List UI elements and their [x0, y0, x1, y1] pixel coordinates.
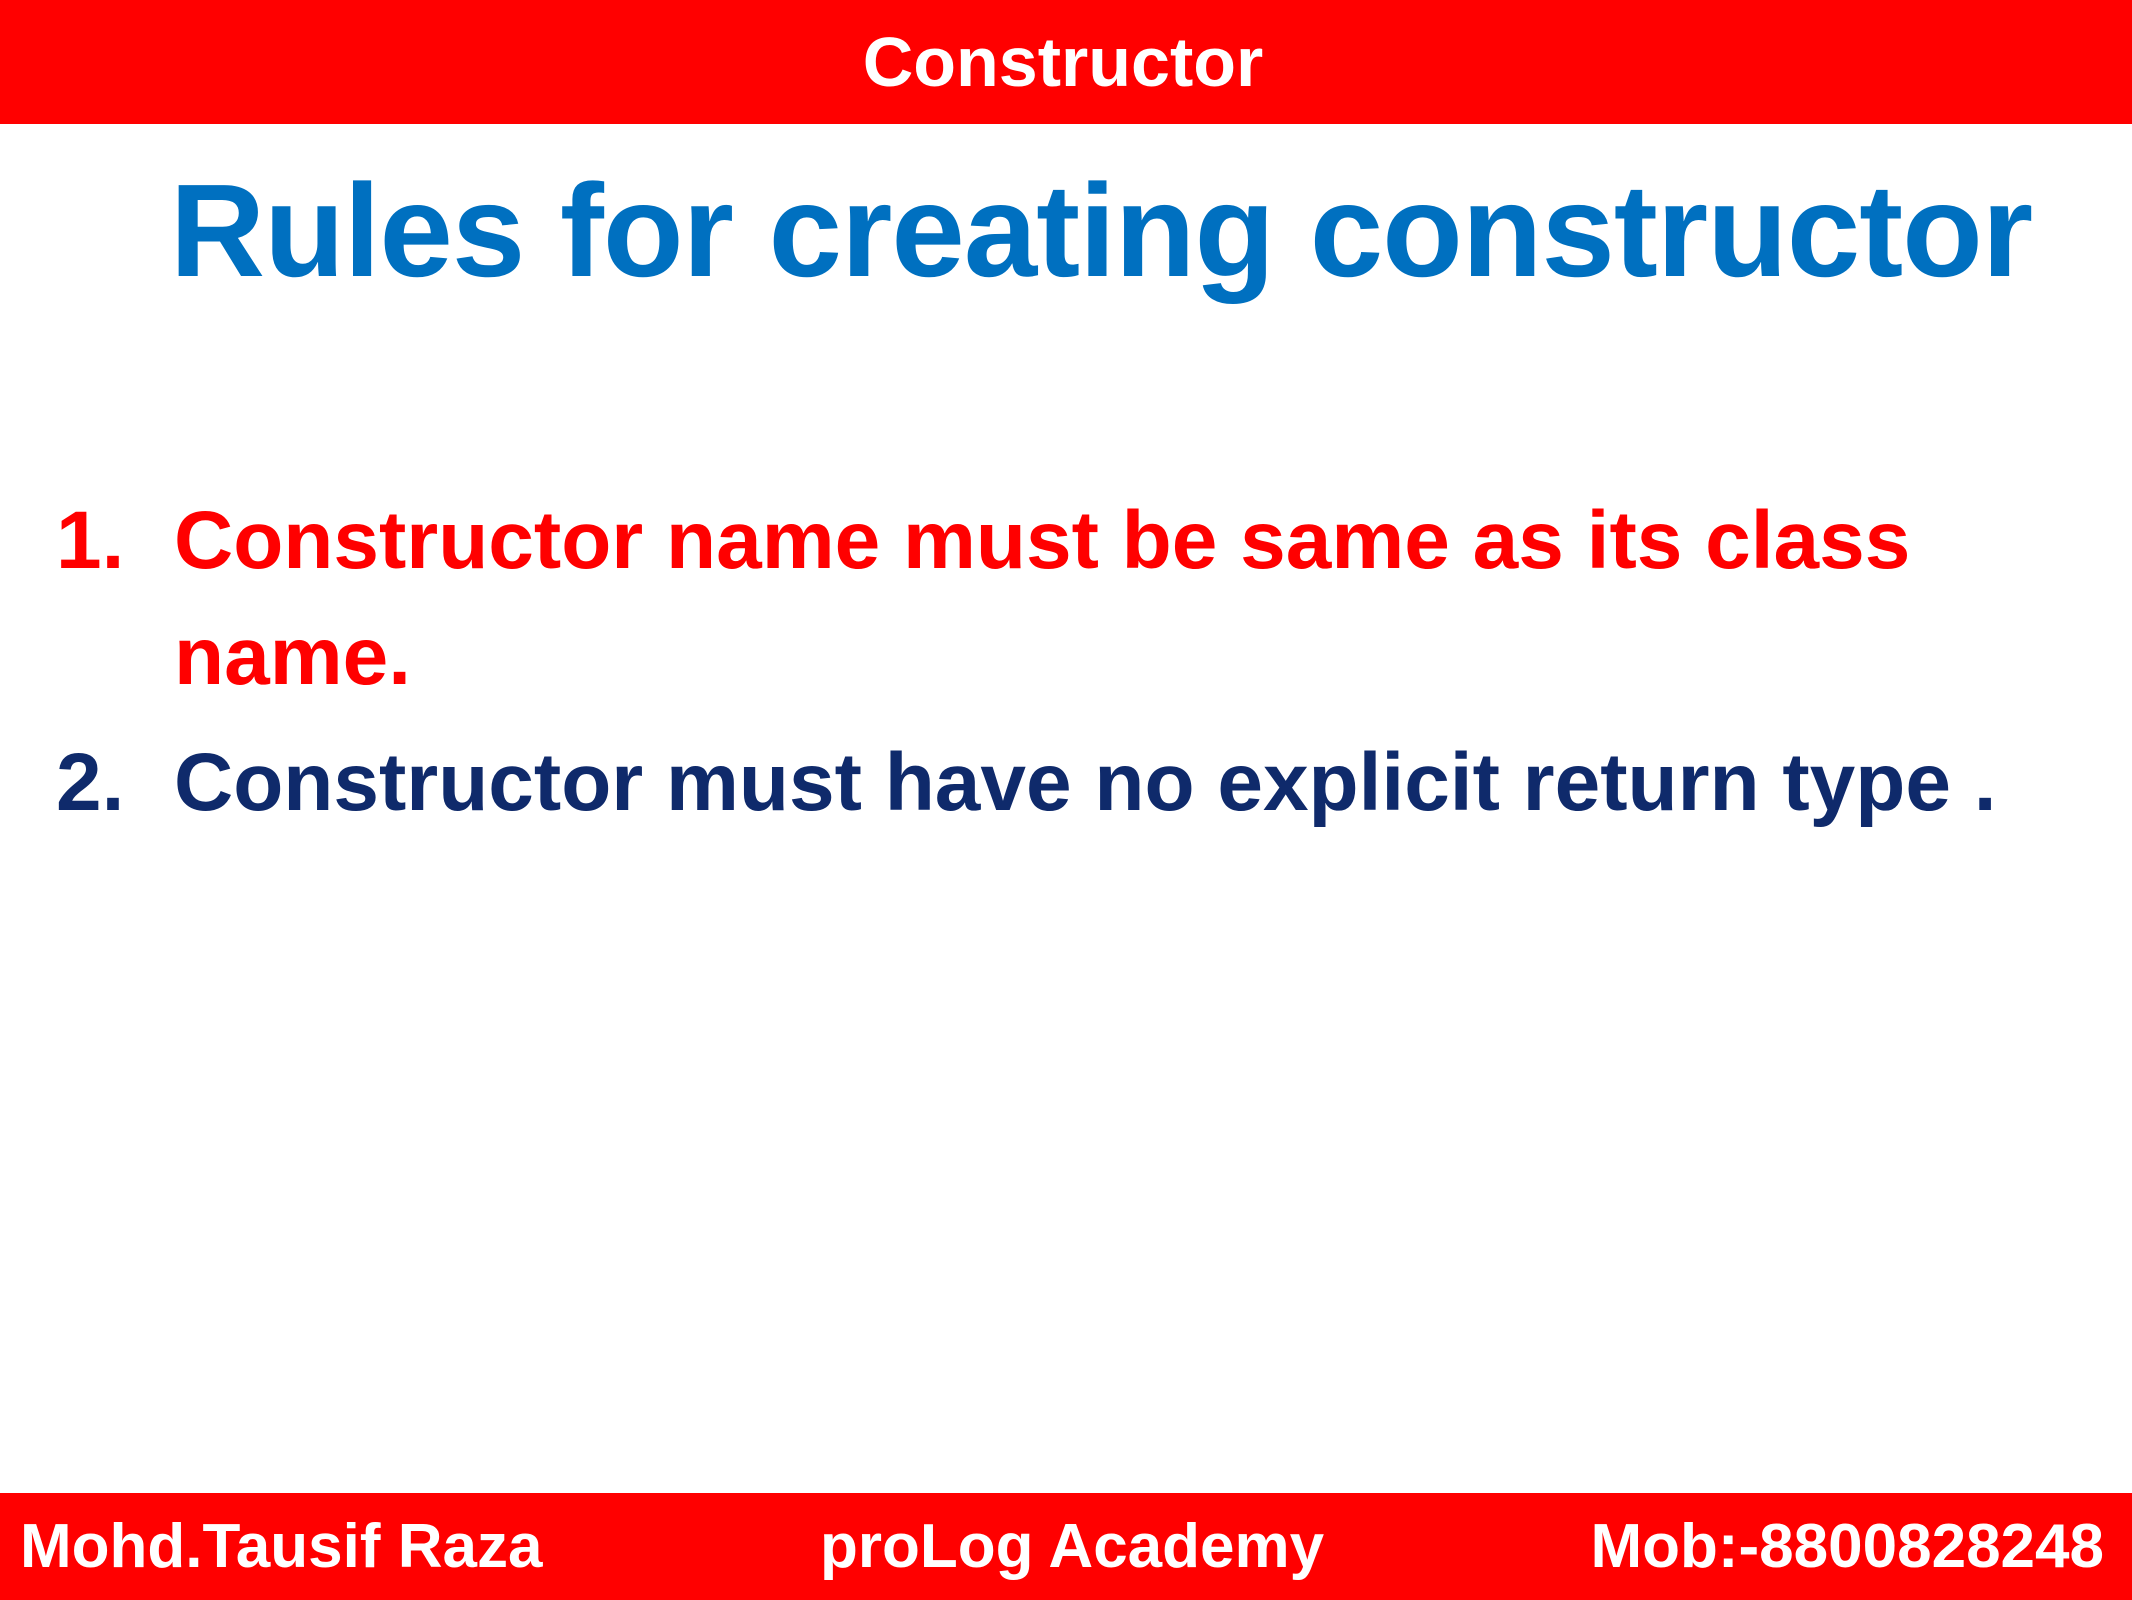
- footer-bar: Mohd.Tausif Raza proLog Academy Mob:-880…: [0, 1493, 2132, 1600]
- rules-list: 1. Constructor name must be same as its …: [0, 483, 2132, 841]
- rule-number: 1.: [56, 495, 125, 586]
- footer-academy: proLog Academy: [820, 1511, 1325, 1581]
- slide-title: Rules for creating constructor: [169, 157, 2033, 304]
- rule-item-2: 2. Constructor must have no explicit ret…: [0, 725, 2132, 841]
- rule-number: 2.: [56, 737, 125, 828]
- rule-item-1: 1. Constructor name must be same as its …: [0, 483, 2132, 715]
- footer-author: Mohd.Tausif Raza: [20, 1511, 543, 1581]
- header-bar: Constructor: [0, 0, 2132, 124]
- rule-text: Constructor must have no explicit return…: [174, 737, 1997, 828]
- header-title: Constructor: [862, 23, 1264, 101]
- footer-contact: Mob:-8800828248: [1590, 1511, 2105, 1581]
- rule-text: Constructor name must be same as its cla…: [174, 495, 1911, 702]
